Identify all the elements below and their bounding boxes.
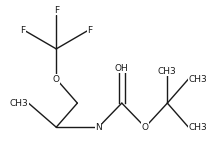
Text: F: F bbox=[87, 26, 92, 35]
Text: F: F bbox=[20, 26, 25, 35]
Text: CH3: CH3 bbox=[189, 74, 207, 83]
Text: CH3: CH3 bbox=[189, 123, 207, 132]
Text: OH: OH bbox=[115, 64, 129, 73]
Text: N: N bbox=[95, 123, 102, 132]
Text: O: O bbox=[53, 74, 60, 83]
Text: CH3: CH3 bbox=[10, 99, 29, 108]
Text: CH3: CH3 bbox=[158, 67, 177, 76]
Text: O: O bbox=[142, 123, 149, 132]
Text: F: F bbox=[54, 6, 59, 15]
